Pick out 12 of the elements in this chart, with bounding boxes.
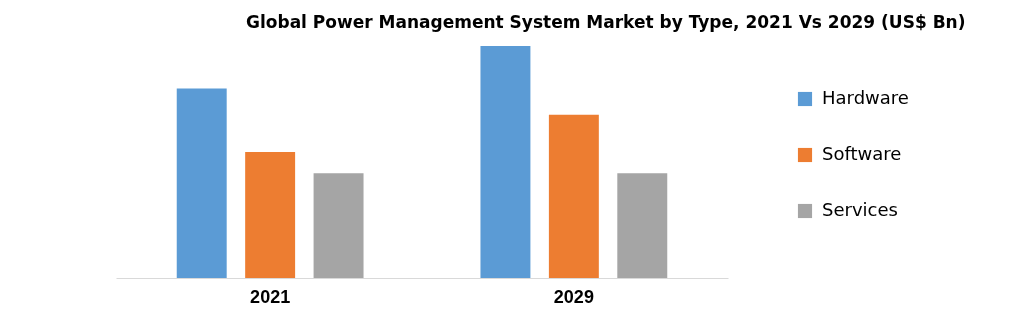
x-tick-label: 2029 [553, 286, 594, 307]
x-tick-label: 2021 [250, 286, 291, 307]
bar [480, 46, 531, 278]
legend-label: Services [822, 199, 898, 220]
legend-label: Software [822, 143, 902, 164]
chart-title: Global Power Management System Market by Type, 2021 Vs 2029 (US$ Bn) [246, 12, 966, 32]
bar [245, 152, 296, 278]
bar [548, 114, 599, 278]
bar [313, 173, 364, 278]
bar [176, 88, 227, 278]
legend-label: Hardware [822, 87, 909, 108]
bar [617, 173, 668, 278]
